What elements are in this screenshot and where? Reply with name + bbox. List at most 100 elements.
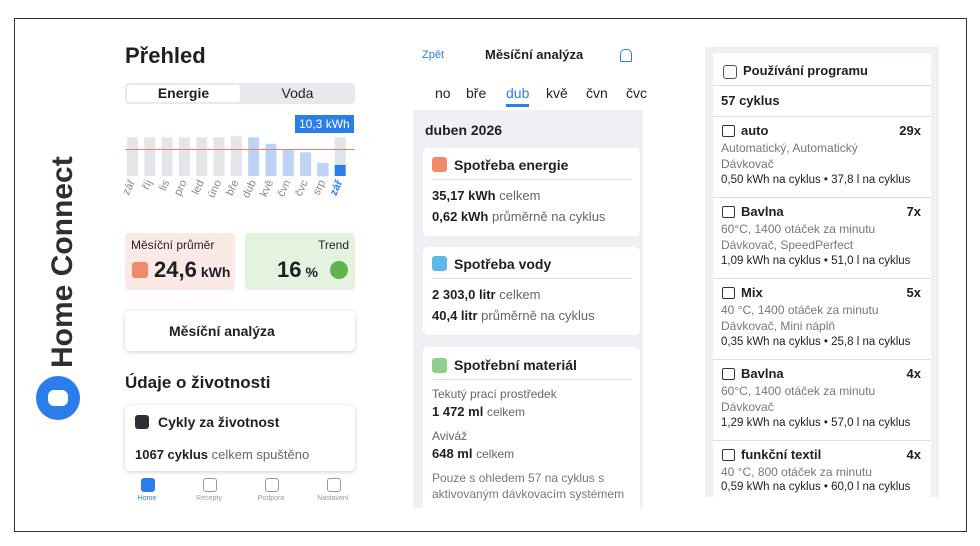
- card-title: Spotřeba vody: [454, 256, 552, 272]
- program-name: Mix: [741, 285, 763, 300]
- x-label: čvc: [293, 178, 311, 198]
- card-line: 40,4 litr průměrně na cyklus: [432, 308, 595, 323]
- program-count: 7x: [906, 204, 921, 219]
- program-usage: 0,59 kWh na cyklus • 60,0 l na cyklus: [721, 481, 911, 493]
- divider: [432, 278, 632, 279]
- divider: [432, 379, 632, 380]
- month-tab[interactable]: dub: [506, 85, 530, 107]
- x-label: čvn: [275, 178, 293, 199]
- bolt-icon: [132, 262, 148, 278]
- frame: [14, 18, 967, 532]
- line-suffix: celkem: [499, 287, 541, 302]
- title: Přehled: [125, 43, 206, 68]
- x-label: dub: [240, 178, 259, 200]
- back-button[interactable]: Zpět: [422, 49, 445, 61]
- nav-label[interactable]: Home: [137, 495, 157, 502]
- card-icon: [432, 358, 447, 373]
- bar: [248, 137, 260, 176]
- bell-icon[interactable]: [620, 49, 632, 62]
- avg-value: 24,6 kWh: [154, 257, 230, 283]
- x-label: lis: [157, 178, 172, 193]
- line-value: 40,4 litr: [432, 308, 478, 323]
- total: 57 cyklus: [721, 93, 780, 108]
- program-detail: Dávkovač, SpeedPerfect: [721, 238, 854, 252]
- bar: [265, 143, 277, 176]
- header-title: Měsíční analýza: [485, 47, 584, 62]
- nav-icon[interactable]: [265, 478, 279, 492]
- x-label: úno: [206, 178, 225, 200]
- header: Zpět Měsíční analýza no bře dub kvě čvn čvc: [413, 40, 647, 110]
- item-value: 648 ml celkem: [432, 446, 514, 461]
- cycles-suffix: celkem spuštěno: [211, 447, 310, 462]
- cycles-card: Cykly za životnost 1067 cyklus celkem spu…: [125, 405, 355, 471]
- item-label: Tekutý prací prostředek: [432, 387, 557, 401]
- program-detail: Automatický, Automatický: [721, 141, 858, 155]
- nav-label[interactable]: Nastavení: [317, 495, 349, 502]
- trend-label: Trend: [318, 238, 349, 252]
- month-tab[interactable]: čvc: [626, 85, 647, 101]
- program-count: 4x: [906, 447, 921, 462]
- program-usage: 0,50 kWh na cyklus • 37,8 l na cyklus: [721, 174, 911, 186]
- divider: [713, 197, 931, 198]
- trend-value: 16%: [277, 257, 318, 283]
- program-usage: 1,29 kWh na cyklus • 57,0 l na cyklus: [721, 417, 911, 429]
- line-value: 2 303,0 litr: [432, 287, 496, 302]
- program-detail: 40 °C, 800 otáček za minutu: [721, 465, 872, 479]
- program-name: Bavlna: [741, 204, 784, 219]
- bar: [230, 136, 242, 176]
- card-icon: [723, 65, 737, 79]
- nav-label[interactable]: Recepty: [196, 495, 222, 502]
- month-tab[interactable]: čvn: [586, 85, 608, 101]
- program-usage: 0,35 kWh na cyklus • 25,8 l na cyklus: [721, 336, 911, 348]
- card-title: Spotřební materiál: [454, 357, 577, 373]
- cycles-count: 1067 cyklus: [135, 447, 209, 462]
- line-value: 0,62 kWh: [432, 209, 489, 224]
- avg-card: Měsíční průměr 24,6 kWh: [125, 233, 235, 290]
- tab[interactable]: Voda: [281, 85, 314, 101]
- cycles-value: 1067 cyklus celkem spuštěno: [135, 447, 309, 462]
- month-tab[interactable]: no: [435, 85, 451, 101]
- nav-icon[interactable]: [203, 478, 217, 492]
- program-icon: [722, 368, 735, 380]
- tab[interactable]: Energie: [127, 85, 240, 102]
- bar-bg: [334, 137, 346, 176]
- period: duben 2026: [425, 122, 503, 138]
- nav-icon[interactable]: [327, 478, 341, 492]
- note: aktivovaným dávkovacím systémem: [432, 487, 625, 501]
- card-line: 2 303,0 litr celkem: [432, 287, 540, 302]
- suffix: celkem: [476, 447, 515, 461]
- analysis-button[interactable]: Měsíční analýza: [125, 311, 355, 351]
- month-tab[interactable]: bře: [466, 85, 487, 101]
- program-icon: [722, 125, 735, 137]
- program-icon: [722, 206, 735, 218]
- bar: [300, 152, 312, 176]
- divider: [713, 116, 931, 117]
- item-label: Aviváž: [432, 429, 468, 443]
- card-title: Spotřeba energie: [454, 157, 569, 173]
- line-suffix: průměrně na cyklus: [481, 308, 595, 323]
- line-suffix: průměrně na cyklus: [491, 209, 606, 224]
- item-value: 1 472 ml celkem: [432, 404, 525, 419]
- program-detail: Dávkovač, Mini náplň: [721, 319, 836, 333]
- x-label: kvě: [258, 178, 276, 199]
- nav-label[interactable]: Podpora: [257, 495, 285, 502]
- bar: [282, 149, 294, 176]
- program-icon: [722, 287, 735, 299]
- month-tab[interactable]: kvě: [546, 85, 568, 101]
- trend-card: Trend 16%: [245, 233, 355, 290]
- consumption-card: Spotřeba energie 35,17 kWh celkem 0,62 kWh…: [423, 148, 640, 236]
- trend-icon: [330, 261, 348, 279]
- program-usage: 1,09 kWh na cyklus • 51,0 l na cyklus: [721, 255, 911, 267]
- bar: [334, 164, 346, 176]
- note: Pouze s ohledem 57 na cyklus s: [432, 471, 605, 485]
- nav-icon[interactable]: [141, 478, 155, 492]
- program-count: 5x: [906, 285, 921, 300]
- bar: [196, 137, 208, 176]
- bar: [178, 137, 190, 176]
- program-count: 4x: [906, 366, 921, 381]
- x-label: říj: [140, 178, 155, 191]
- trend-unit: %: [305, 264, 318, 280]
- bar: [144, 137, 156, 176]
- tabs: Energie Voda: [125, 83, 355, 104]
- bar: [213, 137, 225, 176]
